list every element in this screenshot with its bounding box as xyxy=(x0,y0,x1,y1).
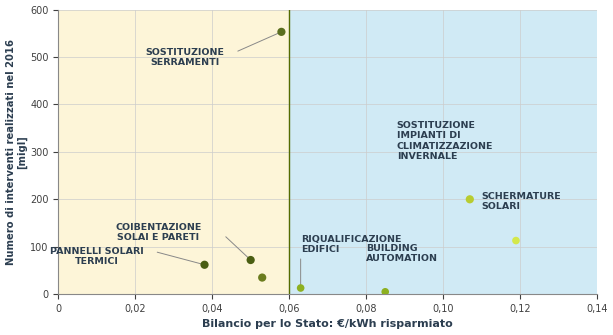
Text: SOSTITUZIONE
IMPIANTI DI
CLIMATIZZAZIONE
INVERNALE: SOSTITUZIONE IMPIANTI DI CLIMATIZZAZIONE… xyxy=(397,121,493,161)
Text: COIBENTAZIONE
SOLAI E PARETI: COIBENTAZIONE SOLAI E PARETI xyxy=(115,223,202,243)
Point xyxy=(257,275,267,280)
Text: SCHERMATURE
SOLARI: SCHERMATURE SOLARI xyxy=(481,192,561,211)
Text: PANNELLI SOLARI
TERMICI: PANNELLI SOLARI TERMICI xyxy=(50,247,143,266)
Point xyxy=(380,289,390,294)
Point xyxy=(511,238,521,243)
Point xyxy=(200,262,210,267)
Point xyxy=(246,257,256,263)
Text: RIQUALIFICAZIONE
EDIFICI: RIQUALIFICAZIONE EDIFICI xyxy=(300,235,401,254)
Text: SOSTITUZIONE
SERRAMENTI: SOSTITUZIONE SERRAMENTI xyxy=(146,48,225,67)
Point xyxy=(295,285,305,291)
Bar xyxy=(58,10,289,294)
Point xyxy=(465,197,474,202)
Text: BUILDING
AUTOMATION: BUILDING AUTOMATION xyxy=(366,244,438,263)
X-axis label: Bilancio per lo Stato: €/kWh risparmiato: Bilancio per lo Stato: €/kWh risparmiato xyxy=(202,320,453,329)
Point xyxy=(276,29,286,35)
Bar xyxy=(289,10,596,294)
Y-axis label: Numero di interventi realizzati nel 2016
[migl]: Numero di interventi realizzati nel 2016… xyxy=(6,39,28,265)
